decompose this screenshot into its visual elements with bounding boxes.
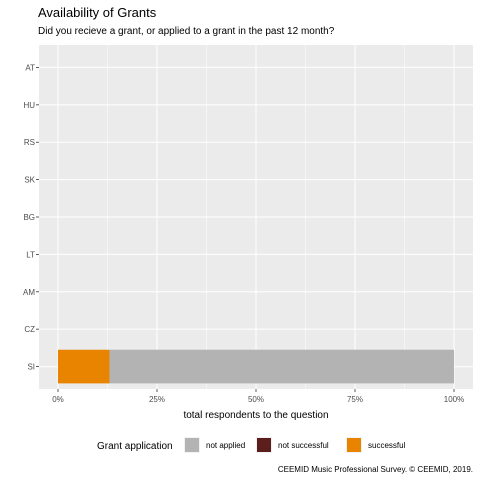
grid-lines xyxy=(39,45,473,389)
legend-label-not-applied: not applied xyxy=(206,441,245,450)
y-tick-label: AM xyxy=(23,288,35,297)
x-axis: 0% 25% 50% 75% 100% xyxy=(52,389,464,404)
x-tick-label: 75% xyxy=(347,395,363,404)
legend-swatch-not-successful xyxy=(257,438,271,452)
legend-title: Grant application xyxy=(97,441,173,452)
bars xyxy=(58,349,454,384)
y-tick-label: HU xyxy=(23,101,35,110)
chart-title: Availability of Grants xyxy=(38,5,157,20)
y-tick-label: AT xyxy=(25,63,35,72)
y-tick-label: LT xyxy=(26,250,35,259)
x-tick-label: 0% xyxy=(52,395,64,404)
bar-si-successful xyxy=(58,349,110,384)
x-tick-label: 50% xyxy=(248,395,264,404)
y-axis: AT HU RS SK BG LT AM CZ SI xyxy=(23,63,39,372)
legend-label-not-successful: not successful xyxy=(278,441,329,450)
y-tick-label: BG xyxy=(23,213,35,222)
y-tick-label: CZ xyxy=(24,325,35,334)
chart-subtitle: Did you recieve a grant, or applied to a… xyxy=(38,26,335,37)
x-tick-label: 25% xyxy=(149,395,165,404)
x-axis-title: total respondents to the question xyxy=(183,410,328,421)
bar-si-not-applied xyxy=(109,349,454,384)
x-tick-label: 100% xyxy=(444,395,464,404)
y-tick-label: SI xyxy=(27,363,35,372)
legend: Grant application not applied not successf… xyxy=(97,437,406,453)
chart-caption: CEEMID Music Professional Survey. © CEEM… xyxy=(278,465,473,474)
y-tick-label: RS xyxy=(24,138,35,147)
legend-swatch-not-applied xyxy=(185,438,199,452)
legend-label-successful: successful xyxy=(368,441,406,450)
legend-swatch-successful xyxy=(347,438,361,452)
y-tick-label: SK xyxy=(24,176,35,185)
